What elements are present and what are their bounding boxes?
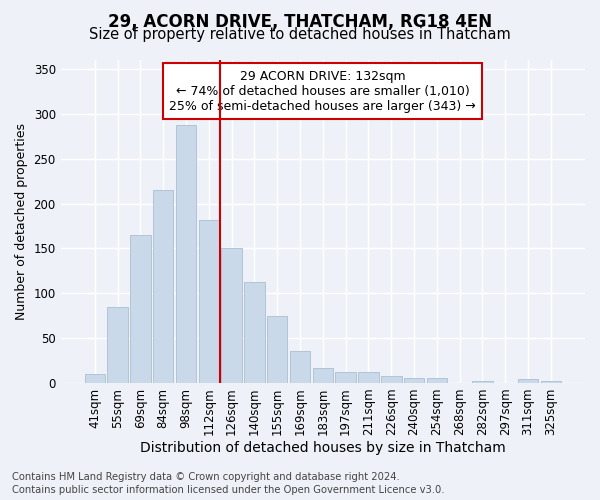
Bar [267, 316, 287, 383]
Bar [107, 306, 128, 383]
Bar [153, 190, 173, 383]
Text: Contains HM Land Registry data © Crown copyright and database right 2024.: Contains HM Land Registry data © Crown c… [12, 472, 400, 482]
Text: Contains public sector information licensed under the Open Government Licence v3: Contains public sector information licen… [12, 485, 445, 495]
Bar [427, 378, 447, 383]
Bar [176, 126, 196, 383]
Bar [404, 378, 424, 383]
Bar [518, 380, 538, 383]
Text: 29, ACORN DRIVE, THATCHAM, RG18 4EN: 29, ACORN DRIVE, THATCHAM, RG18 4EN [108, 12, 492, 30]
Bar [199, 220, 219, 383]
Text: 29 ACORN DRIVE: 132sqm
← 74% of detached houses are smaller (1,010)
25% of semi-: 29 ACORN DRIVE: 132sqm ← 74% of detached… [169, 70, 476, 112]
Bar [541, 381, 561, 383]
Bar [244, 282, 265, 383]
Bar [130, 235, 151, 383]
Bar [335, 372, 356, 383]
X-axis label: Distribution of detached houses by size in Thatcham: Distribution of detached houses by size … [140, 441, 506, 455]
Bar [381, 376, 401, 383]
Y-axis label: Number of detached properties: Number of detached properties [15, 123, 28, 320]
Bar [313, 368, 333, 383]
Bar [472, 381, 493, 383]
Bar [85, 374, 105, 383]
Bar [221, 248, 242, 383]
Text: Size of property relative to detached houses in Thatcham: Size of property relative to detached ho… [89, 28, 511, 42]
Bar [290, 350, 310, 383]
Bar [358, 372, 379, 383]
